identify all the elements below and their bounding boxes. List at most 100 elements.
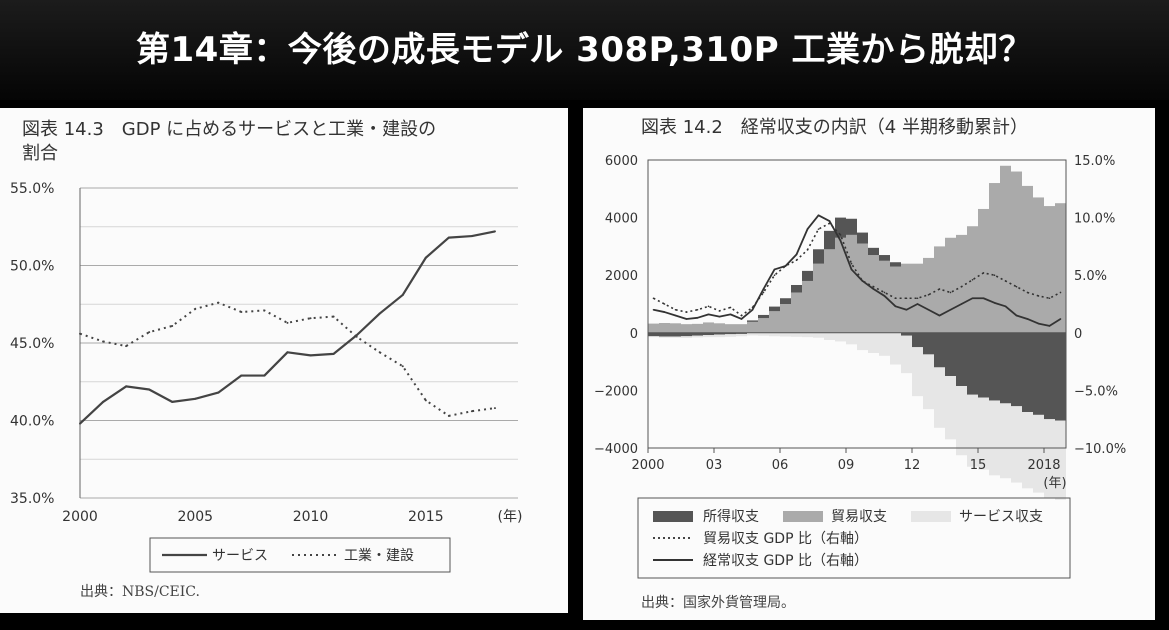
y-tick-label-left: 0 <box>630 327 638 342</box>
bar-services <box>813 332 824 338</box>
chart-title-line-2: 割合 <box>22 143 58 164</box>
data-point <box>894 305 897 308</box>
bar-services <box>890 332 901 365</box>
data-point <box>971 279 974 281</box>
data-point <box>1015 285 1018 288</box>
data-point <box>916 303 919 305</box>
bar-services <box>1055 420 1066 500</box>
data-point <box>696 317 699 319</box>
data-point <box>960 285 963 288</box>
source-note-14-3: 出典：NBS/CEIC. <box>80 584 200 600</box>
data-point <box>194 307 197 310</box>
bar-trade <box>835 237 846 333</box>
bar-trade <box>747 321 758 333</box>
bar-income <box>1011 332 1022 407</box>
bar-income <box>714 332 725 335</box>
bar-services <box>912 347 923 397</box>
bar-services <box>714 334 725 338</box>
bar-services <box>901 335 912 374</box>
data-point <box>217 391 220 394</box>
series-line-industry <box>79 301 496 417</box>
bar-income <box>846 218 857 235</box>
bar-services <box>879 332 890 356</box>
plot-frame <box>647 159 1067 449</box>
y-tick-label-right: −5.0% <box>1074 384 1118 399</box>
bar-services <box>956 386 967 456</box>
bar-income <box>747 320 758 322</box>
bar-income <box>912 332 923 348</box>
bar-income <box>681 332 692 337</box>
x-tick-label: 2010 <box>293 509 329 525</box>
data-point <box>850 268 853 271</box>
bar-trade <box>813 263 824 333</box>
data-point <box>148 331 151 334</box>
data-point <box>286 351 289 354</box>
data-point <box>806 249 809 251</box>
legend-label-income: 所得収支 <box>703 508 759 525</box>
data-point <box>79 332 81 335</box>
data-point <box>125 385 128 388</box>
data-point <box>447 414 450 417</box>
data-point <box>447 236 450 239</box>
data-point <box>751 308 754 311</box>
data-point <box>332 352 335 355</box>
y-tick-label-right: 0 <box>1074 327 1082 342</box>
data-point <box>817 228 820 230</box>
data-point <box>148 388 151 391</box>
bar-trade <box>802 280 813 333</box>
bar-income <box>736 332 747 334</box>
bar-income <box>923 332 934 355</box>
data-point <box>79 422 81 425</box>
data-point <box>839 234 842 236</box>
bar-services <box>758 332 769 336</box>
series-line-current-gdp <box>653 214 1061 327</box>
bar-trade <box>824 249 835 333</box>
data-point <box>378 312 381 315</box>
data-point <box>850 262 853 265</box>
data-point <box>378 351 381 354</box>
chart-panel-14-2: 図表 14.2 経常収支の内訳（4 半期移動累計） −4000 −2000 0 200… <box>583 108 1155 620</box>
data-point <box>663 311 666 313</box>
data-point <box>1026 318 1029 320</box>
bar-services <box>868 332 879 353</box>
data-point <box>674 308 677 311</box>
y-tick-label-left: 2000 <box>605 269 638 284</box>
x-tick-label: 03 <box>706 458 723 473</box>
data-point <box>828 220 831 222</box>
data-point <box>762 288 765 290</box>
bar-services <box>769 332 780 337</box>
bar-income <box>879 255 890 261</box>
legend-14-3: サービス 工業・建設 <box>149 537 451 573</box>
y-tick-label-right: 10.0% <box>1074 212 1115 227</box>
bar-income <box>648 332 659 337</box>
data-point <box>263 374 266 377</box>
bar-income <box>967 332 978 395</box>
bar-services <box>802 332 813 338</box>
data-point <box>286 321 289 324</box>
bar-income <box>692 332 703 336</box>
bar-trade <box>648 323 659 333</box>
data-point <box>1015 314 1018 317</box>
bar-trade <box>703 322 714 333</box>
data-point <box>817 214 820 217</box>
x-tick-label: 06 <box>772 458 789 473</box>
bar-services <box>747 332 758 336</box>
data-point <box>938 288 941 290</box>
bar-services <box>846 332 857 345</box>
bar-services <box>923 354 934 410</box>
data-point <box>905 308 908 311</box>
bar-income <box>813 249 824 264</box>
bar-income <box>1033 332 1044 415</box>
data-point <box>125 345 128 348</box>
data-point <box>470 235 473 238</box>
x-tick-label: 2015 <box>408 509 444 525</box>
y-tick-label-left: 4000 <box>605 212 638 227</box>
x-tick-label: 2018 <box>1027 458 1060 473</box>
bar-income <box>890 262 901 267</box>
bar-income <box>978 332 989 398</box>
series-line-trade-gdp <box>653 222 1061 317</box>
bar-services <box>857 332 868 351</box>
data-point <box>729 313 732 316</box>
data-point <box>806 228 809 230</box>
bar-trade <box>692 323 703 333</box>
